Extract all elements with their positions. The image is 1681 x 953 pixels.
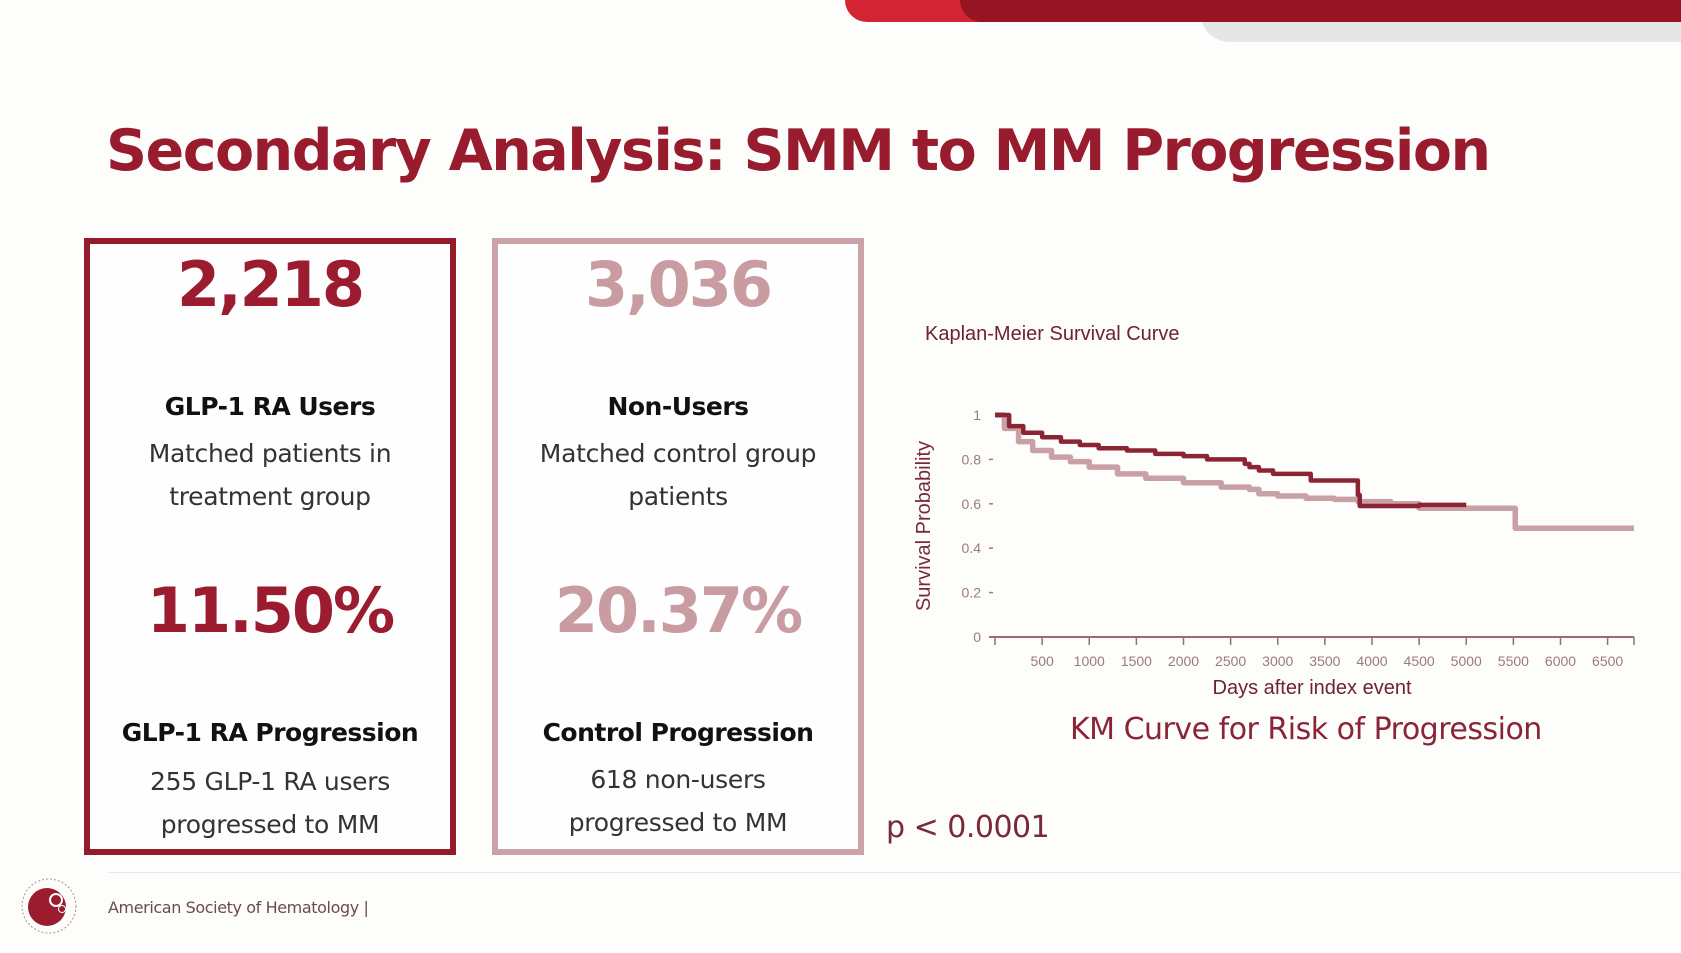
non-users-label: Non-Users: [607, 392, 749, 421]
footer-org-name: American Society of Hematology |: [108, 898, 369, 917]
y-axis-label: Survival Probability: [913, 441, 935, 611]
glp1-label: GLP-1 RA Users: [164, 392, 376, 421]
y-tick-label: 0.2: [962, 585, 982, 601]
ash-logo-icon: [21, 878, 77, 934]
x-tick-label: 3000: [1262, 653, 1293, 669]
x-tick-label: 6000: [1545, 653, 1576, 669]
x-tick-label: 1000: [1074, 653, 1105, 669]
glp1-desc-line: Matched patients in: [148, 439, 392, 468]
x-tick-label: 4000: [1356, 653, 1387, 669]
glp1-progression-label: GLP-1 RA Progression: [121, 718, 419, 747]
glp1-progression-desc-line: progressed to MM: [160, 810, 380, 839]
series-non-users-line: [995, 412, 1634, 531]
footer-divider: [108, 872, 1681, 873]
non-users-desc: Matched control group patients: [498, 432, 858, 518]
glp1-progression-desc-line: 255 GLP-1 RA users: [150, 767, 390, 796]
y-tick-label: 1: [973, 407, 981, 423]
glp1-progression-desc: 255 GLP-1 RA users progressed to MM: [90, 760, 450, 846]
glp1-progression-rate: 11.50%: [146, 574, 395, 647]
x-tick-label: 1500: [1121, 653, 1152, 669]
series-glp1-users-line: [995, 412, 1467, 509]
header-decoration-dark-red: [960, 0, 1681, 22]
x-tick-label: 500: [1030, 653, 1054, 669]
x-tick-label: 2000: [1168, 653, 1199, 669]
glp1-desc-line: treatment group: [169, 482, 371, 511]
slide-title: Secondary Analysis: SMM to MM Progressio…: [106, 118, 1491, 184]
control-progression-desc-line: progressed to MM: [568, 808, 788, 837]
non-users-count: 3,036: [584, 248, 773, 321]
x-tick-label: 4500: [1404, 653, 1435, 669]
non-users-card: 3,036 Non-Users Matched control group pa…: [492, 238, 864, 855]
non-users-desc-line: patients: [628, 482, 728, 511]
x-tick-label: 3500: [1309, 653, 1340, 669]
glp1-count: 2,218: [176, 248, 365, 321]
x-axis-label: Days after index event: [1213, 677, 1412, 699]
x-tick-label: 6500: [1592, 653, 1623, 669]
control-progression-label: Control Progression: [542, 718, 814, 747]
y-tick-label: 0.4: [962, 540, 982, 556]
non-users-desc-line: Matched control group: [539, 439, 817, 468]
y-tick-label: 0.8: [962, 451, 982, 467]
control-progression-rate: 20.37%: [554, 574, 803, 647]
chart-title: Kaplan-Meier Survival Curve: [925, 323, 1180, 345]
x-tick-label: 5500: [1498, 653, 1529, 669]
y-tick-label: 0.6: [962, 496, 982, 512]
control-progression-desc-line: 618 non-users: [590, 765, 766, 794]
y-tick-label: 0: [973, 629, 981, 645]
x-tick-label: 2500: [1215, 653, 1246, 669]
x-tick-label: 5000: [1451, 653, 1482, 669]
km-caption: KM Curve for Risk of Progression: [1070, 712, 1542, 747]
glp1-users-card: 2,218 GLP-1 RA Users Matched patients in…: [84, 238, 456, 855]
p-value: p < 0.0001: [886, 810, 1050, 845]
control-progression-desc: 618 non-users progressed to MM: [498, 758, 858, 844]
glp1-desc: Matched patients in treatment group: [90, 432, 450, 518]
